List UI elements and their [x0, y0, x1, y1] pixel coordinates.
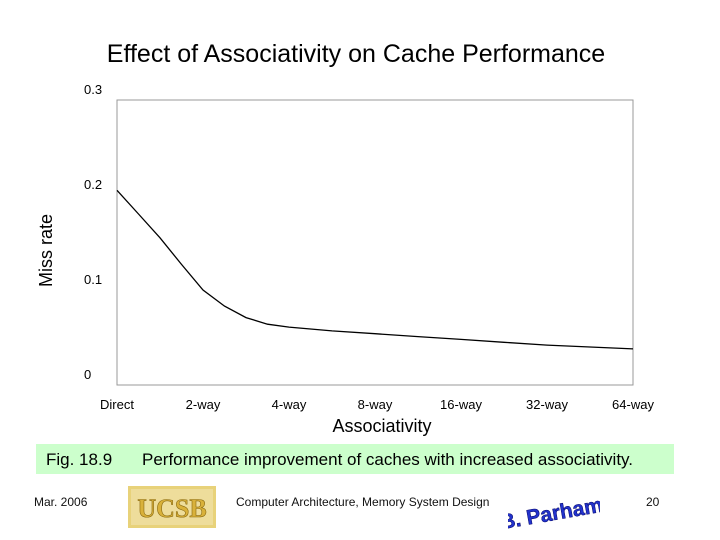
author-logo: B. Parhami	[508, 492, 600, 532]
page-number: 20	[646, 495, 660, 509]
x-tick-label: 8-way	[358, 397, 393, 412]
y-tick-label: 0.2	[84, 177, 102, 192]
miss-rate-chart: 0.3 0.2 0.1 0 Direct 2-way 4-way 8-way 16-way 32…	[36, 82, 654, 436]
series-line	[116, 189, 634, 350]
x-tick-label: 2-way	[186, 397, 221, 412]
y-tick-label: 0	[84, 367, 91, 382]
author-logo-text: B. Parhami	[508, 493, 600, 532]
x-tick-label: Direct	[100, 397, 134, 412]
x-tick-label: 4-way	[272, 397, 307, 412]
plot-frame	[116, 99, 634, 386]
y-tick-label: 0.3	[84, 82, 102, 97]
slide-title: Effect of Associativity on Cache Perform…	[106, 40, 606, 68]
plot-area	[117, 100, 633, 385]
y-tick-label: 0.1	[84, 272, 102, 287]
plot-border	[116, 99, 634, 386]
series-lines	[116, 189, 634, 350]
x-tick-label: 32-way	[526, 397, 568, 412]
ucsb-logo-text: UCSB	[137, 494, 206, 523]
x-tick-label: 16-way	[440, 397, 482, 412]
caption-text: Performance improvement of caches with i…	[142, 450, 633, 469]
footer-course: Computer Architecture, Memory System Des…	[236, 495, 490, 509]
x-tick-label: 64-way	[612, 397, 654, 412]
figure-number: Fig. 18.9	[46, 450, 113, 469]
figure-caption: Fig. 18.9 Performance improvement of cac…	[36, 444, 674, 474]
y-tick-labels: 0.3 0.2 0.1 0	[84, 82, 102, 382]
x-axis-label: Associativity	[332, 416, 431, 436]
footer-date: Mar. 2006	[34, 495, 88, 509]
y-axis-label: Miss rate	[36, 214, 56, 287]
x-tick-labels: Direct 2-way 4-way 8-way 16-way 32-way 64-way	[100, 397, 654, 412]
ucsb-logo: UCSB	[128, 486, 216, 528]
